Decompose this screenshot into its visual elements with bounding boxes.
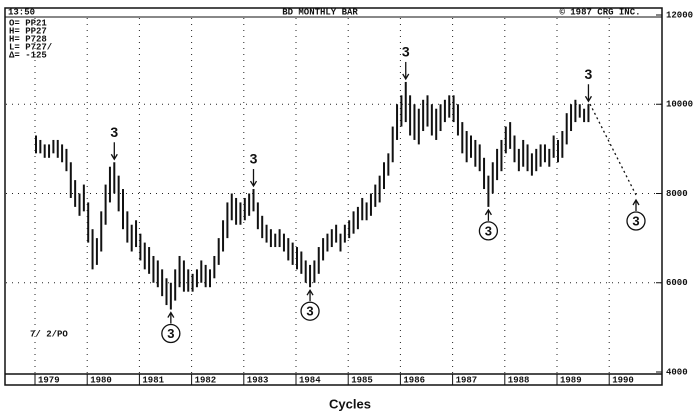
x-tick-label: 1982 [195, 375, 217, 385]
annotation: 3 [485, 223, 492, 238]
arrow-head [110, 153, 118, 161]
x-tick-label: 1980 [90, 375, 112, 385]
annotation: 3 [585, 66, 593, 82]
x-tick-label: 1986 [403, 375, 425, 385]
x-tick-label: 1983 [247, 375, 269, 385]
annotation: 3 [167, 326, 174, 341]
x-tick-label: 1990 [612, 375, 634, 385]
annotation: 3 [110, 124, 118, 140]
y-tick-label: 8000 [666, 189, 688, 199]
x-tick-label: 1988 [508, 375, 530, 385]
arrow-head [584, 95, 593, 103]
arrow-head [167, 311, 175, 318]
x-tick-label: 1979 [38, 375, 60, 385]
arrow-head [632, 198, 640, 206]
quote-line: Δ= -125 [9, 50, 47, 60]
x-tick-label: 1985 [351, 375, 373, 385]
y-tick-label: 10000 [666, 100, 693, 110]
date-note: 7/ 2/PO [30, 329, 68, 339]
annotation: 3 [250, 151, 258, 167]
annotation-circle [300, 301, 320, 321]
plot-frame [4, 7, 663, 386]
annotation: 3 [306, 304, 313, 319]
caption: Cycles [329, 396, 371, 411]
annotation: 3 [402, 44, 410, 60]
arrow-head [484, 208, 492, 216]
copyright: © 1987 CRG INC. [559, 7, 640, 17]
quote-line: L= P727/ [9, 42, 52, 52]
projection-line [589, 103, 637, 196]
annotation: 3 [632, 213, 639, 228]
time: 13:50 [8, 7, 35, 17]
x-tick-label: 1987 [456, 375, 478, 385]
annotation-circle [626, 211, 646, 231]
x-tick-label: 1984 [299, 375, 321, 385]
y-tick-label: 6000 [666, 278, 688, 288]
y-tick-label: 12000 [666, 10, 693, 20]
annotation-circle [478, 221, 499, 241]
quote-line: H= P728 [9, 34, 47, 44]
arrow-head [249, 180, 258, 188]
quote-line: H= PP27 [9, 26, 47, 36]
y-tick-label: 4000 [666, 367, 688, 377]
x-tick-label: 1989 [560, 375, 582, 385]
arrow-head [306, 288, 314, 296]
quote-line: O= PP21 [9, 18, 47, 28]
chart-title: BD MONTHLY BAR [282, 7, 358, 17]
x-tick-label: 1981 [142, 375, 164, 385]
annotation-circle [161, 323, 181, 344]
arrow-head [402, 73, 410, 81]
